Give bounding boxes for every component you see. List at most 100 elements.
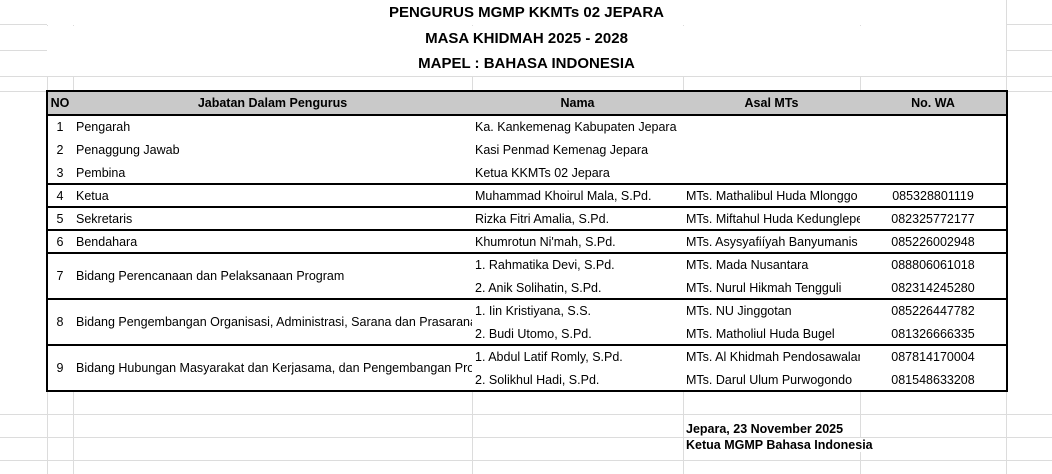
header-cell[interactable]: No. WA (860, 91, 1007, 116)
cell-jabatan[interactable]: Pengarah (73, 115, 473, 139)
cell-wa[interactable] (860, 161, 1007, 185)
cell-nama[interactable]: 1. Iin Kristiyana, S.S. (472, 299, 684, 323)
cell-asal-text: MTs. NU Jinggotan (686, 303, 792, 318)
cell-asal[interactable]: MTs. Darul Ulum Purwogondo (683, 368, 861, 392)
cell-no-text: 7 (56, 269, 64, 283)
header-cell[interactable]: Asal MTs (683, 91, 861, 116)
cell-jabatan[interactable]: Penaggung Jawab (73, 138, 473, 162)
cell-no[interactable]: 5 (47, 207, 74, 231)
cell-jabatan-text: Bidang Pengembangan Organisasi, Administ… (76, 315, 473, 329)
cell-nama-text: Ka. Kankemenag Kabupaten Jepara (475, 119, 677, 134)
cell-wa[interactable]: 085226002948 (860, 230, 1007, 254)
header-cell-text: Asal MTs (744, 96, 799, 110)
cell-no-text: 6 (56, 234, 64, 249)
cell-nama[interactable]: 1. Abdul Latif Romly, S.Pd. (472, 345, 684, 369)
cell-wa[interactable]: 082325772177 (860, 207, 1007, 231)
header-cell[interactable]: Jabatan Dalam Pengurus (73, 91, 473, 116)
cell-no[interactable]: 1 (47, 115, 74, 139)
table-border (47, 90, 1008, 92)
cell-no[interactable]: 2 (47, 138, 74, 162)
cell-asal-text: MTs. Nurul Hikmah Tengguli (686, 280, 842, 295)
cell-no[interactable]: 3 (47, 161, 74, 185)
cell-nama-text: 2. Solikhul Hadi, S.Pd. (475, 372, 600, 387)
cell-asal[interactable]: MTs. Nurul Hikmah Tengguli (683, 276, 861, 300)
cell-jabatan-text: Pengarah (76, 119, 131, 134)
cell-no[interactable]: 4 (47, 184, 74, 208)
cell-no[interactable]: 8 (47, 299, 74, 346)
cell-wa[interactable]: 088806061018 (860, 253, 1007, 277)
cell-jabatan[interactable]: Bidang Hubungan Masyarakat dan Kerjasama… (73, 345, 473, 392)
cell-nama[interactable]: 2. Solikhul Hadi, S.Pd. (472, 368, 684, 392)
cell-wa[interactable]: 085328801119 (860, 184, 1007, 208)
cell-wa[interactable]: 087814170004 (860, 345, 1007, 369)
cell-nama-text: Khumrotun Ni'mah, S.Pd. (475, 234, 616, 249)
cell-nama[interactable]: Muhammad Khoirul Mala, S.Pd. (472, 184, 684, 208)
cell-nama-text: Rizka Fitri Amalia, S.Pd. (475, 211, 610, 226)
cell-wa[interactable]: 082314245280 (860, 276, 1007, 300)
cell-asal[interactable]: MTs. Mada Nusantara (683, 253, 861, 277)
cell-jabatan[interactable]: Sekretaris (73, 207, 473, 231)
cell-nama[interactable]: 2. Budi Utomo, S.Pd. (472, 322, 684, 346)
header-cell-text: No. WA (911, 96, 955, 110)
cell-no-text: 9 (56, 361, 64, 375)
cell-asal[interactable]: MTs. NU Jinggotan (683, 299, 861, 323)
cell-nama-text: 1. Rahmatika Devi, S.Pd. (475, 257, 615, 272)
cell-no-text: 8 (56, 315, 64, 329)
document-title: MAPEL : BAHASA INDONESIA (47, 51, 1006, 76)
cell-jabatan[interactable]: Pembina (73, 161, 473, 185)
cell-no-text: 5 (56, 211, 64, 226)
cell-wa[interactable] (860, 138, 1007, 162)
cell-nama[interactable]: Kasi Penmad Kemenag Jepara (472, 138, 684, 162)
cell-no-text: 1 (56, 119, 64, 134)
cell-asal-text: MTs. Mathalibul Huda Mlonggo (686, 188, 858, 203)
cell-asal-text: MTs. Al Khidmah Pendosawalan (686, 349, 861, 364)
cell-wa[interactable]: 081548633208 (860, 368, 1007, 392)
cell-nama-text: Muhammad Khoirul Mala, S.Pd. (475, 188, 652, 203)
cell-asal[interactable]: MTs. Miftahul Huda Kedungleper (683, 207, 861, 231)
table-border (47, 252, 1008, 254)
table-border (47, 206, 1008, 208)
cell-nama-text: 2. Budi Utomo, S.Pd. (475, 326, 592, 341)
cell-nama[interactable]: 1. Rahmatika Devi, S.Pd. (472, 253, 684, 277)
cell-asal[interactable]: MTs. Mathalibul Huda Mlonggo (683, 184, 861, 208)
cell-nama[interactable]: Ka. Kankemenag Kabupaten Jepara (472, 115, 684, 139)
cell-wa-text: 085226002948 (891, 234, 975, 249)
cell-nama[interactable]: Ketua KKMTs 02 Jepara (472, 161, 684, 185)
cell-asal[interactable]: MTs. Matholiul Huda Bugel (683, 322, 861, 346)
cell-asal[interactable]: MTs. Al Khidmah Pendosawalan (683, 345, 861, 369)
cell-wa-text: 085226447782 (891, 303, 975, 318)
cell-jabatan[interactable]: Ketua (73, 184, 473, 208)
cell-nama[interactable]: Khumrotun Ni'mah, S.Pd. (472, 230, 684, 254)
document-title: PENGURUS MGMP KKMTs 02 JEPARA (47, 0, 1006, 25)
cell-wa[interactable]: 085226447782 (860, 299, 1007, 323)
gridline (0, 414, 1052, 415)
cell-asal[interactable] (683, 115, 861, 139)
cell-no[interactable]: 7 (47, 253, 74, 300)
cell-no-text: 4 (56, 188, 64, 203)
cell-jabatan[interactable]: Bendahara (73, 230, 473, 254)
cell-nama[interactable]: Rizka Fitri Amalia, S.Pd. (472, 207, 684, 231)
cell-wa-text: 081326666335 (891, 326, 975, 341)
table-border (46, 90, 48, 392)
cell-nama-text: Kasi Penmad Kemenag Jepara (475, 142, 649, 157)
cell-asal[interactable] (683, 161, 861, 185)
cell-jabatan[interactable]: Bidang Pengembangan Organisasi, Administ… (73, 299, 473, 346)
cell-asal[interactable] (683, 138, 861, 162)
footer-place-date: Jepara, 23 November 2025 (686, 422, 844, 436)
cell-jabatan-text: Bidang Hubungan Masyarakat dan Kerjasama… (76, 361, 473, 375)
cell-jabatan-text: Pembina (76, 165, 126, 180)
cell-jabatan[interactable]: Bidang Perencanaan dan Pelaksanaan Progr… (73, 253, 473, 300)
cell-wa[interactable]: 081326666335 (860, 322, 1007, 346)
cell-jabatan-text: Sekretaris (76, 211, 133, 226)
cell-wa-text: 082325772177 (891, 211, 975, 226)
header-cell-text: NO (50, 96, 70, 110)
header-cell[interactable]: Nama (472, 91, 684, 116)
cell-no[interactable]: 6 (47, 230, 74, 254)
cell-no[interactable]: 9 (47, 345, 74, 392)
cell-asal[interactable]: MTs. Asysyafiíyah Banyumanis (683, 230, 861, 254)
cell-wa[interactable] (860, 115, 1007, 139)
cell-asal-text: MTs. Asysyafiíyah Banyumanis (686, 234, 858, 249)
cell-nama[interactable]: 2. Anik Solihatin, S.Pd. (472, 276, 684, 300)
header-cell[interactable]: NO (47, 91, 74, 116)
cell-nama-text: 1. Iin Kristiyana, S.S. (475, 303, 592, 318)
